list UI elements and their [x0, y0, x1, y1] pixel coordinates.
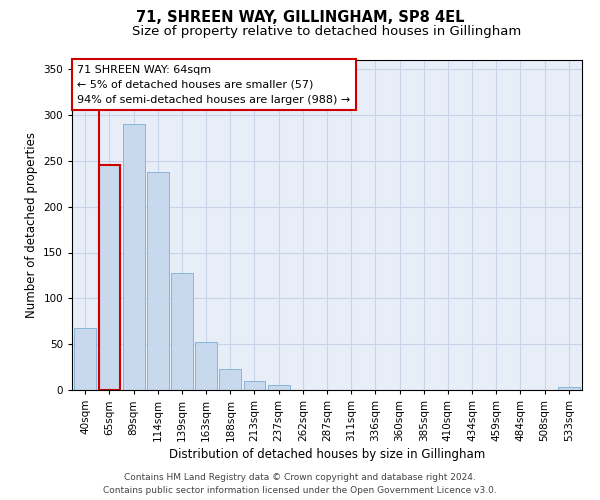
- Bar: [123, 124, 145, 390]
- Y-axis label: Number of detached properties: Number of detached properties: [25, 132, 38, 318]
- Bar: [171, 272, 193, 390]
- Bar: [558, 387, 580, 390]
- Text: 71, SHREEN WAY, GILLINGHAM, SP8 4EL: 71, SHREEN WAY, GILLINGHAM, SP8 4EL: [136, 10, 464, 25]
- Bar: [147, 172, 169, 390]
- X-axis label: Distribution of detached houses by size in Gillingham: Distribution of detached houses by size …: [169, 448, 485, 461]
- Bar: [220, 369, 241, 390]
- Text: 71 SHREEN WAY: 64sqm
← 5% of detached houses are smaller (57)
94% of semi-detach: 71 SHREEN WAY: 64sqm ← 5% of detached ho…: [77, 65, 350, 104]
- Bar: [74, 328, 96, 390]
- Bar: [195, 342, 217, 390]
- Bar: [98, 166, 121, 390]
- Bar: [268, 386, 290, 390]
- Text: Contains HM Land Registry data © Crown copyright and database right 2024.
Contai: Contains HM Land Registry data © Crown c…: [103, 474, 497, 495]
- Title: Size of property relative to detached houses in Gillingham: Size of property relative to detached ho…: [133, 25, 521, 38]
- Bar: [244, 381, 265, 390]
